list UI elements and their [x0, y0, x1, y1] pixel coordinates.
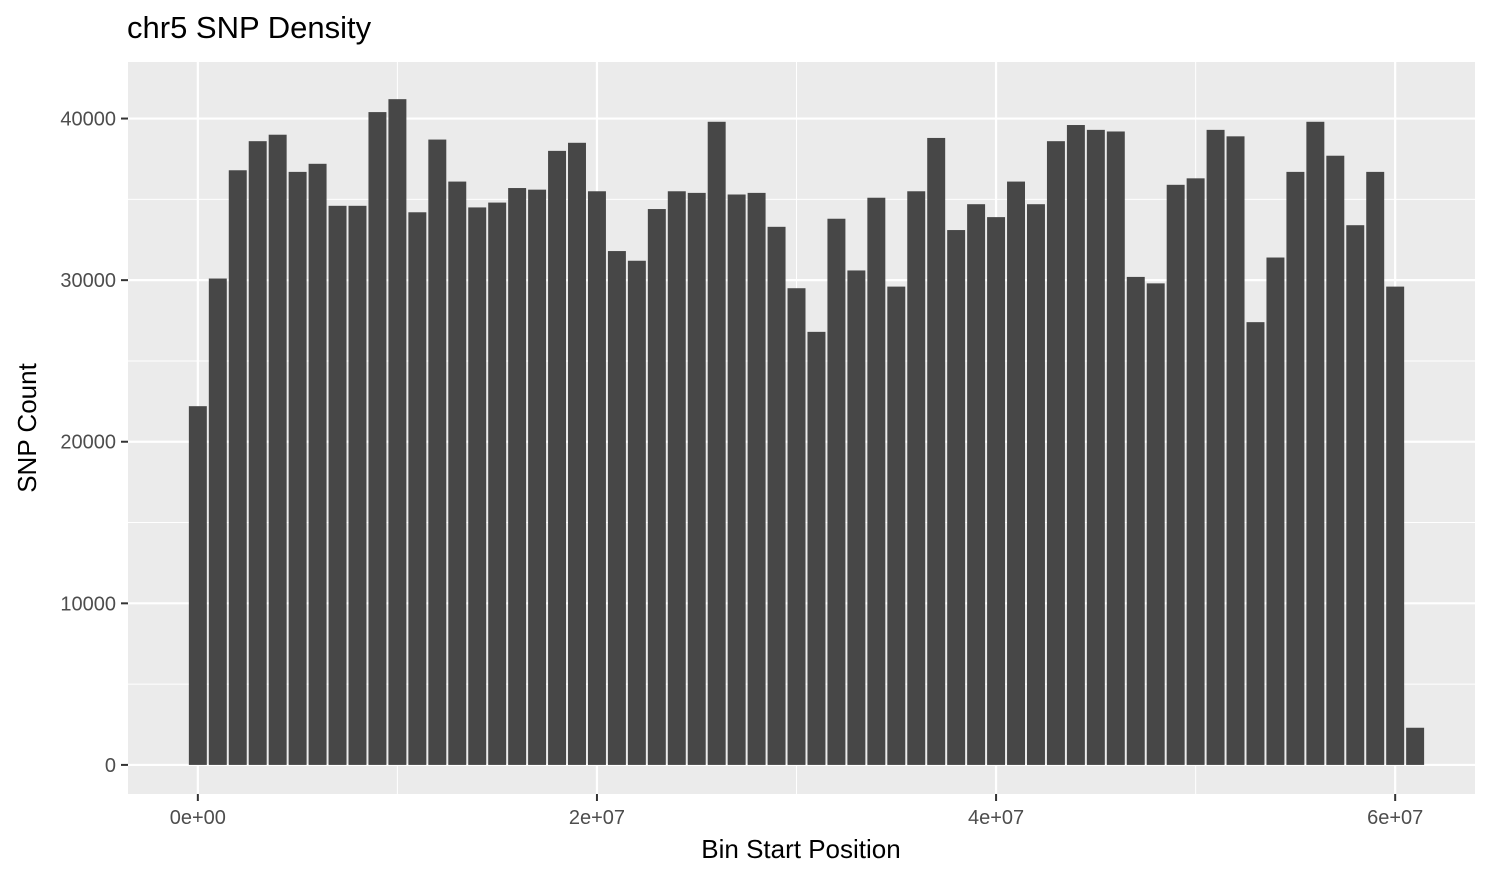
bar [1406, 727, 1425, 765]
bar [927, 137, 946, 765]
bar [568, 142, 586, 765]
y-tick-label: 10000 [60, 593, 116, 615]
bar [488, 202, 507, 765]
bar [1366, 171, 1385, 765]
bar [627, 260, 646, 765]
bar [248, 141, 267, 765]
bar [1166, 184, 1185, 765]
bar [1046, 141, 1065, 765]
bar [1007, 181, 1026, 765]
bar [887, 286, 906, 765]
bar [1186, 178, 1205, 765]
y-tick-label: 40000 [60, 109, 116, 131]
bar [687, 192, 706, 765]
bar [987, 217, 1006, 765]
bar [587, 191, 606, 765]
bar [847, 270, 866, 765]
bar [787, 288, 806, 765]
bar [228, 170, 247, 765]
bar [947, 230, 966, 765]
bar [747, 192, 766, 765]
bar [1206, 129, 1225, 765]
bar [368, 112, 387, 765]
bar [308, 163, 327, 765]
bar [548, 150, 567, 765]
bar [188, 406, 207, 765]
bar [807, 331, 826, 765]
bar [707, 121, 726, 765]
bar [1286, 171, 1305, 765]
bar [528, 189, 547, 765]
y-tick-label: 20000 [60, 432, 116, 454]
bar [348, 205, 367, 765]
bar [1386, 286, 1405, 765]
bar [1126, 276, 1145, 765]
bar [907, 191, 926, 765]
bar [827, 218, 846, 765]
bar [408, 212, 427, 765]
bar [667, 191, 686, 765]
bar [508, 188, 527, 765]
x-tick-label: 0e+00 [170, 807, 226, 829]
bar [1306, 121, 1325, 765]
bar [967, 204, 986, 765]
y-tick-label: 30000 [60, 270, 116, 292]
bar [1106, 131, 1125, 765]
bar [647, 209, 666, 765]
y-axis-title: SNP Count [12, 362, 42, 492]
y-tick-label: 0 [105, 755, 116, 777]
bar [1266, 257, 1285, 765]
bar [727, 194, 746, 765]
bar [388, 99, 407, 765]
bar [428, 139, 447, 765]
bar [288, 171, 307, 765]
x-axis: 0e+00 2e+07 4e+07 6e+07 [170, 794, 1423, 829]
bar [208, 278, 227, 765]
bar [1066, 125, 1085, 765]
bar [1346, 225, 1365, 765]
x-axis-title: Bin Start Position [701, 834, 900, 864]
bar [1086, 129, 1105, 765]
bar [268, 134, 287, 765]
y-axis: 0 10000 20000 30000 40000 [60, 109, 128, 777]
chart-title: chr5 SNP Density [127, 10, 372, 45]
bar [468, 207, 487, 765]
bar [448, 181, 467, 765]
x-tick-label: 4e+07 [968, 807, 1024, 829]
bar [607, 251, 626, 765]
bar [767, 226, 786, 765]
x-tick-label: 6e+07 [1367, 807, 1423, 829]
bar [1146, 283, 1165, 765]
bar [1246, 322, 1265, 765]
bar [328, 205, 347, 765]
bars-group [188, 99, 1425, 765]
bar [1326, 155, 1345, 765]
bar [867, 197, 886, 765]
bar [1226, 136, 1245, 765]
x-tick-label: 2e+07 [569, 807, 625, 829]
bar [1026, 204, 1045, 765]
